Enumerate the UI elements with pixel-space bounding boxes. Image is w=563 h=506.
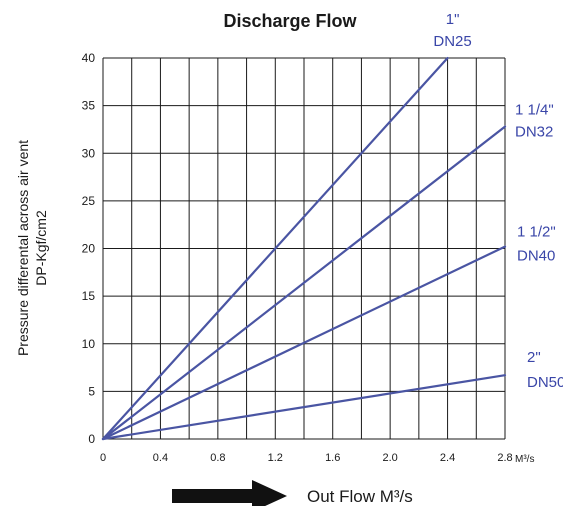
chart-title: Discharge Flow xyxy=(223,11,357,31)
y-axis-label: Pressure differental across air vent DP-… xyxy=(15,140,49,356)
series-labels: 1" DN25 1 1/4" DN32 1 1/2" DN40 2" DN50 xyxy=(433,11,563,391)
y-tick-labels: 0 5 10 15 20 25 30 35 40 xyxy=(82,51,96,446)
y-tick-label: 15 xyxy=(82,289,96,303)
y-tick-label: 25 xyxy=(82,194,96,208)
x-tick-label: 0.4 xyxy=(153,452,168,464)
series-label: 1 1/4" xyxy=(515,102,554,119)
y-tick-label: 10 xyxy=(82,337,96,351)
series-line xyxy=(101,125,507,441)
series-label: 1 1/2" xyxy=(517,224,556,241)
x-tick-labels: 0 0.4 0.8 1.2 1.6 2.0 2.4 2.8 xyxy=(100,452,513,464)
arrow-right-icon-shape xyxy=(172,480,287,506)
x-tick-label: 1.2 xyxy=(268,452,283,464)
y-tick-label: 20 xyxy=(82,242,96,256)
chart-title-text: Discharge Flow xyxy=(223,11,357,31)
x-tick-label: 2.0 xyxy=(382,452,397,464)
y-axis-label-line-2: DP-Kgf/cm2 xyxy=(33,210,49,286)
y-tick-label: 40 xyxy=(82,51,96,65)
series-line xyxy=(101,245,507,441)
x-axis-label: Out Flow M³/s xyxy=(307,487,413,506)
y-tick-label: 30 xyxy=(82,146,96,160)
x-tick-label: 0.8 xyxy=(210,452,225,464)
series-label: DN50 xyxy=(527,374,563,391)
arrow-right-icon xyxy=(172,480,287,506)
series-label: 2" xyxy=(527,349,541,366)
series-label: 1" xyxy=(446,11,460,28)
y-axis-label-line-1: Pressure differental across air vent xyxy=(15,140,31,356)
series-label: DN40 xyxy=(517,248,555,265)
y-tick-label: 35 xyxy=(82,99,96,113)
x-tick-label: 1.6 xyxy=(325,452,340,464)
series-line xyxy=(101,56,449,441)
y-tick-label: 0 xyxy=(88,432,95,446)
x-unit-label: M³/s xyxy=(515,454,534,465)
x-tick-label: 2.4 xyxy=(440,452,455,464)
series-lines xyxy=(101,56,507,441)
series-label: DN25 xyxy=(433,33,471,50)
y-tick-label: 5 xyxy=(88,384,95,398)
x-tick-label: 0 xyxy=(100,452,106,464)
grid xyxy=(102,57,506,440)
series-line xyxy=(101,374,507,441)
x-tick-label: 2.8 xyxy=(497,452,512,464)
series-label: DN32 xyxy=(515,124,553,141)
